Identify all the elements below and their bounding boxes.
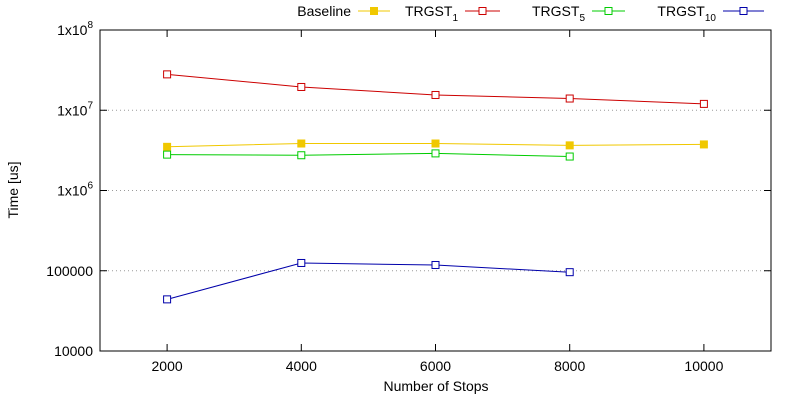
legend-label: TRGST10 (657, 3, 716, 24)
legend-label-base: Baseline (297, 3, 351, 19)
x-tick-label: 8000 (554, 358, 585, 374)
data-point (297, 139, 306, 148)
data-point (163, 295, 172, 304)
legend-label-base: TRGST (657, 3, 705, 19)
legend-entry: TRGST5 (532, 3, 625, 24)
series-layer (163, 70, 708, 304)
data-point (163, 150, 172, 159)
legend-entry: TRGST1 (405, 3, 500, 24)
legend-label-base: TRGST (532, 3, 580, 19)
legend: Baseline TRGST1 TRGST5 TRGST10 (297, 3, 764, 24)
series-trgst10 (163, 258, 574, 304)
series-trgst1 (163, 70, 708, 108)
data-point (565, 141, 574, 150)
x-tick-label: 10000 (684, 358, 723, 374)
legend-swatch-marker (604, 7, 613, 15)
y-tick-label-exponent: 7 (87, 100, 93, 111)
data-point (297, 82, 306, 91)
data-point (431, 139, 440, 148)
series-line (167, 152, 570, 157)
y-tick-label: 1x106 (57, 181, 93, 199)
legend-swatch-marker (370, 7, 378, 15)
x-tick-label: 2000 (152, 358, 183, 374)
legend-label: TRGST5 (532, 3, 585, 24)
grid-layer (100, 109, 771, 272)
y-tick-label-base: 1x10 (57, 22, 88, 38)
data-point (163, 70, 172, 79)
y-axis-label: Time [us] (5, 161, 21, 218)
data-point (565, 94, 574, 103)
data-point (431, 149, 440, 158)
legend-label: Baseline (297, 3, 351, 19)
legend-label-subscript: 10 (705, 13, 717, 24)
legend-label: TRGST1 (405, 3, 458, 24)
series-line (167, 73, 704, 105)
legend-label-subscript: 5 (579, 13, 585, 24)
data-point (699, 99, 708, 108)
data-point (699, 140, 708, 149)
y-tick-label: 1x107 (57, 100, 93, 118)
data-point (565, 152, 574, 161)
data-point (297, 151, 306, 160)
legend-entry: Baseline (297, 3, 390, 19)
y-tick-label: 10000 (54, 343, 93, 359)
y-tick-label: 100000 (46, 263, 93, 279)
legend-swatch-marker (478, 7, 487, 15)
data-point (431, 260, 440, 269)
y-tick-label: 1x108 (57, 20, 93, 38)
y-tick-label-exponent: 8 (87, 20, 93, 31)
data-point (163, 142, 172, 151)
series-baseline (163, 139, 708, 151)
data-point (431, 90, 440, 99)
x-tick-label: 6000 (420, 358, 451, 374)
legend-label-base: TRGST (405, 3, 453, 19)
legend-entry: TRGST10 (657, 3, 764, 24)
data-point (297, 258, 306, 267)
y-tick-label-base: 1x10 (57, 183, 88, 199)
x-tick-label: 4000 (286, 358, 317, 374)
y-tick-label-base: 1x10 (57, 102, 88, 118)
series-line (166, 262, 570, 300)
legend-label-subscript: 1 (452, 13, 458, 24)
series-trgst5 (163, 149, 574, 161)
legend-swatch-marker (739, 7, 748, 15)
y-tick-label-exponent: 6 (87, 181, 93, 192)
data-point (565, 268, 574, 277)
x-axis-label: Number of Stops (383, 378, 488, 394)
